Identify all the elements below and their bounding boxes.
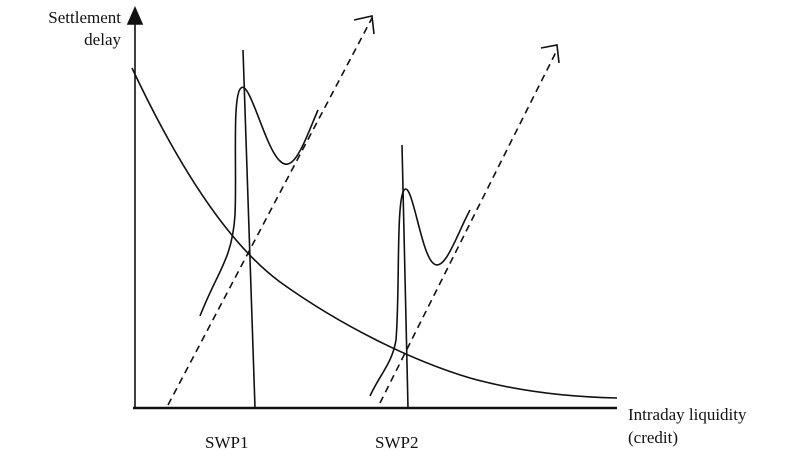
swp2-vertical-line (401, 144, 409, 409)
dashed-arrow-2 (379, 49, 558, 404)
swp2-label: SWP2 (375, 433, 419, 452)
dashed-arrow-1-head (353, 15, 375, 35)
swp1-label: SWP1 (205, 433, 249, 452)
dashed-arrow-2-head (540, 44, 560, 64)
x-axis-label-line-2: (credit) (628, 428, 679, 447)
dashed-arrow-1 (167, 17, 373, 406)
tradeoff-curve (131, 67, 618, 399)
swp1-wavy-curve (199, 86, 319, 317)
swp2-wavy-curve (369, 188, 471, 397)
y-axis-label-line-2: delay (84, 30, 121, 49)
y-axis-arrowhead (126, 6, 144, 25)
swp1-vertical-line (242, 49, 256, 409)
x-axis-label-line-1: Intraday liquidity (628, 405, 747, 424)
y-axis-label-line-1: Settlement (48, 8, 121, 27)
